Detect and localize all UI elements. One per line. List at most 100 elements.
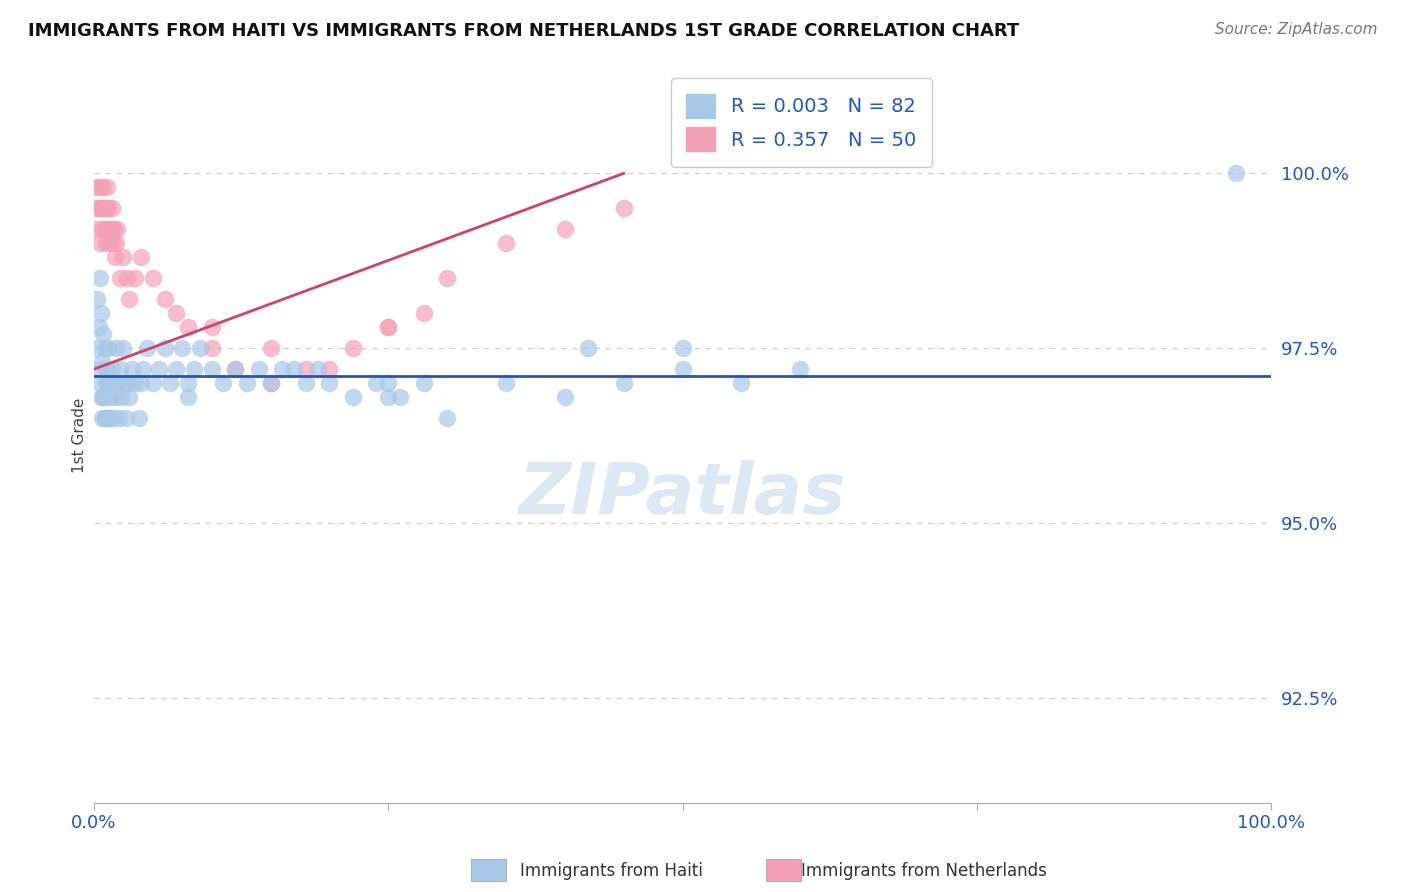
Point bbox=[100, 222, 122, 236]
Point bbox=[98, 222, 121, 236]
Point bbox=[112, 250, 135, 264]
Point bbox=[318, 362, 340, 376]
Point bbox=[172, 341, 194, 355]
Point bbox=[554, 222, 576, 236]
Point bbox=[177, 320, 200, 334]
Point bbox=[94, 362, 117, 376]
Point bbox=[110, 390, 132, 404]
Point bbox=[98, 411, 121, 425]
Point bbox=[135, 341, 157, 355]
Point bbox=[436, 271, 458, 285]
Point bbox=[90, 202, 112, 216]
Point bbox=[554, 390, 576, 404]
Point bbox=[613, 202, 636, 216]
Point bbox=[259, 376, 281, 391]
Point bbox=[100, 390, 122, 404]
Point bbox=[87, 202, 110, 216]
Point bbox=[107, 222, 129, 236]
Point bbox=[1225, 166, 1247, 180]
Point bbox=[377, 320, 399, 334]
Point bbox=[224, 362, 246, 376]
Point bbox=[129, 376, 152, 391]
Text: ZIPatlas: ZIPatlas bbox=[519, 459, 846, 529]
Point bbox=[115, 271, 138, 285]
Point bbox=[107, 376, 129, 391]
Point bbox=[89, 376, 111, 391]
Point bbox=[671, 341, 693, 355]
Point bbox=[212, 376, 235, 391]
Point bbox=[108, 271, 131, 285]
Point bbox=[89, 236, 111, 251]
Point bbox=[165, 362, 187, 376]
Point bbox=[730, 376, 752, 391]
Point bbox=[91, 222, 114, 236]
Point bbox=[259, 341, 281, 355]
Point bbox=[177, 390, 200, 404]
Point bbox=[86, 222, 108, 236]
Point bbox=[148, 362, 170, 376]
Point bbox=[259, 376, 281, 391]
Point bbox=[97, 341, 120, 355]
Point bbox=[142, 376, 165, 391]
Point bbox=[90, 390, 112, 404]
Point bbox=[436, 411, 458, 425]
Point bbox=[495, 376, 517, 391]
Point bbox=[93, 327, 115, 342]
Point bbox=[84, 341, 107, 355]
Point bbox=[96, 376, 118, 391]
Point bbox=[165, 306, 187, 320]
Point bbox=[128, 411, 150, 425]
Point bbox=[105, 236, 128, 251]
Point bbox=[132, 362, 155, 376]
Point bbox=[87, 320, 110, 334]
Point bbox=[124, 271, 146, 285]
Point bbox=[613, 376, 636, 391]
Y-axis label: 1st Grade: 1st Grade bbox=[72, 398, 87, 474]
Point bbox=[377, 320, 399, 334]
Point bbox=[104, 390, 127, 404]
Point bbox=[103, 376, 125, 391]
Point bbox=[671, 362, 693, 376]
Text: IMMIGRANTS FROM HAITI VS IMMIGRANTS FROM NETHERLANDS 1ST GRADE CORRELATION CHART: IMMIGRANTS FROM HAITI VS IMMIGRANTS FROM… bbox=[28, 22, 1019, 40]
Point bbox=[388, 390, 411, 404]
Point bbox=[201, 320, 224, 334]
Point bbox=[84, 180, 107, 194]
Point bbox=[342, 390, 364, 404]
Text: Source: ZipAtlas.com: Source: ZipAtlas.com bbox=[1215, 22, 1378, 37]
Point bbox=[201, 341, 224, 355]
Point bbox=[118, 292, 141, 306]
Point bbox=[153, 341, 176, 355]
Point bbox=[412, 376, 434, 391]
Point bbox=[201, 362, 224, 376]
Point bbox=[177, 376, 200, 391]
Point bbox=[107, 411, 129, 425]
Point bbox=[86, 292, 108, 306]
Point bbox=[295, 362, 318, 376]
Point bbox=[89, 362, 111, 376]
Point bbox=[495, 236, 517, 251]
Text: Immigrants from Netherlands: Immigrants from Netherlands bbox=[801, 863, 1047, 880]
Point bbox=[283, 362, 305, 376]
Point bbox=[94, 202, 117, 216]
Point bbox=[96, 180, 118, 194]
Point bbox=[93, 390, 115, 404]
Point bbox=[318, 376, 340, 391]
Point bbox=[295, 376, 318, 391]
Point bbox=[159, 376, 181, 391]
Point bbox=[84, 202, 107, 216]
Point bbox=[93, 202, 115, 216]
Point bbox=[576, 341, 599, 355]
Point bbox=[93, 411, 115, 425]
Point bbox=[103, 222, 125, 236]
Point bbox=[105, 341, 128, 355]
Point bbox=[93, 180, 115, 194]
Point bbox=[114, 411, 136, 425]
Legend: R = 0.003   N = 82, R = 0.357   N = 50: R = 0.003 N = 82, R = 0.357 N = 50 bbox=[671, 78, 932, 167]
Point bbox=[100, 362, 122, 376]
Point bbox=[97, 376, 120, 391]
Point bbox=[117, 376, 139, 391]
Point bbox=[91, 411, 114, 425]
Point bbox=[89, 271, 111, 285]
Point bbox=[97, 202, 120, 216]
Point bbox=[96, 222, 118, 236]
